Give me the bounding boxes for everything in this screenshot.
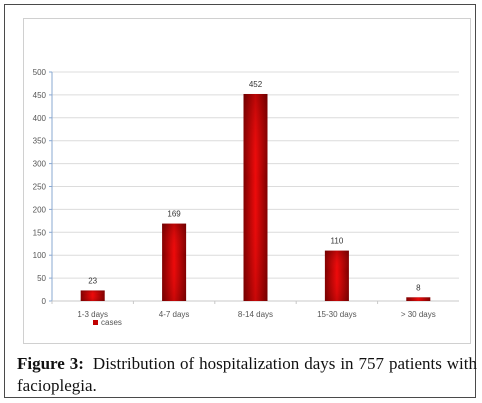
y-tick-label: 300 (33, 160, 47, 169)
figure-container: 0 50 100 150 200 250 300 350 400 450 500 1-3 days 4-… (4, 4, 477, 398)
x-tick-label: 15-30 days (317, 310, 357, 319)
legend-swatch (93, 320, 98, 325)
data-label: 23 (88, 276, 97, 285)
y-tick-label: 0 (42, 297, 47, 306)
x-tick-label: 1-3 days (77, 310, 108, 319)
data-label: 452 (249, 80, 263, 89)
data-label: 169 (167, 210, 181, 219)
bar-shade (80, 290, 105, 301)
y-tick-label: 500 (33, 68, 47, 77)
y-tick-label: 50 (37, 274, 46, 283)
bar-shade (406, 297, 431, 301)
bar-shade (243, 93, 268, 301)
x-tick-label: 8-14 days (238, 310, 273, 319)
x-tick-label: 4-7 days (159, 310, 190, 319)
data-label: 110 (331, 237, 344, 246)
figure-caption: Figure 3: Distribution of hospitalizatio… (17, 353, 477, 397)
y-tick-label: 100 (33, 251, 47, 260)
x-tick-label: > 30 days (401, 310, 436, 319)
caption-label: Figure 3: (17, 354, 84, 373)
y-tick-label: 450 (33, 91, 47, 100)
y-tick-label: 350 (33, 137, 47, 146)
bar-chart: 0 50 100 150 200 250 300 350 400 450 500 1-3 days 4-… (33, 68, 459, 327)
y-tick-label: 150 (33, 228, 47, 237)
legend-label: cases (101, 318, 122, 327)
data-label: 8 (416, 283, 421, 292)
caption-text: Distribution of hospitalization days in … (17, 354, 477, 395)
y-tick-label: 200 (33, 205, 47, 214)
y-tick-label: 400 (33, 114, 47, 123)
y-tick-label: 250 (33, 183, 47, 192)
bar-shade (324, 250, 349, 301)
bar-shade (162, 223, 187, 301)
